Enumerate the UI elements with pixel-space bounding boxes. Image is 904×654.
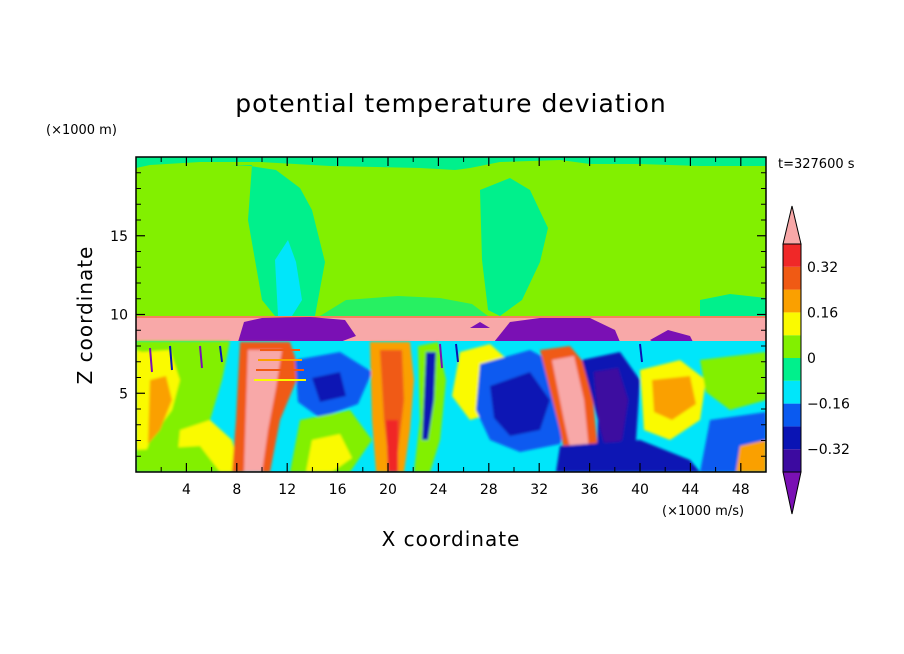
x-axis: 4 8 12 16 20 24 28 32 36 40 44 48 bbox=[160, 157, 750, 498]
x-axis-title: X coordinate bbox=[382, 527, 521, 551]
colorbar-label: −0.16 bbox=[807, 397, 850, 413]
time-label: t=327600 s bbox=[778, 157, 855, 172]
x-tick-label: 44 bbox=[681, 482, 699, 498]
x-tick-label: 28 bbox=[480, 482, 498, 498]
y-unit-label: (×1000 m) bbox=[46, 123, 117, 138]
colorbar-segment bbox=[783, 289, 801, 313]
y-axis-title: Z coordinate bbox=[73, 246, 97, 385]
x-tick-label: 48 bbox=[732, 482, 750, 498]
colorbar-segment bbox=[783, 449, 801, 472]
y-axis: 5 10 15 bbox=[110, 172, 766, 457]
x-tick-label: 36 bbox=[581, 482, 599, 498]
x-tick-label: 24 bbox=[429, 482, 447, 498]
colorbar-segment bbox=[783, 266, 801, 290]
colorbar-segment bbox=[783, 403, 801, 427]
x-tick-label: 40 bbox=[631, 482, 649, 498]
x-tick-label: 32 bbox=[530, 482, 548, 498]
x-tick-label: 16 bbox=[329, 482, 347, 498]
colorbar-high-arrow bbox=[782, 205, 802, 245]
colorbar-segment bbox=[783, 312, 801, 336]
colorbar-label: −0.32 bbox=[807, 442, 850, 458]
colorbar-segment bbox=[783, 426, 801, 450]
x-unit-label: (×1000 m/s) bbox=[662, 504, 744, 519]
colorbar-label: 0.16 bbox=[807, 305, 838, 321]
colorbar-segment bbox=[783, 380, 801, 404]
colorbar-low-arrow bbox=[782, 471, 802, 515]
x-tick-label: 12 bbox=[278, 482, 296, 498]
colorbar-label: 0 bbox=[807, 351, 816, 367]
y-tick-label: 15 bbox=[110, 229, 128, 245]
colorbar-label: 0.32 bbox=[807, 260, 838, 276]
x-tick-label: 4 bbox=[182, 482, 191, 498]
colorbar-segment bbox=[783, 244, 801, 267]
y-tick-label: 10 bbox=[110, 308, 128, 324]
contour-field bbox=[136, 157, 766, 472]
x-tick-label: 20 bbox=[379, 482, 397, 498]
x-tick-label: 8 bbox=[232, 482, 241, 498]
colorbar-frame bbox=[782, 243, 802, 473]
colorbar-segment bbox=[783, 335, 801, 358]
y-tick-label: 5 bbox=[119, 386, 128, 402]
colorbar: 0.32 0.16 0 −0.16 −0.32 bbox=[782, 205, 850, 515]
colorbar-segment bbox=[783, 358, 801, 381]
chart-title: potential temperature deviation bbox=[235, 89, 666, 118]
